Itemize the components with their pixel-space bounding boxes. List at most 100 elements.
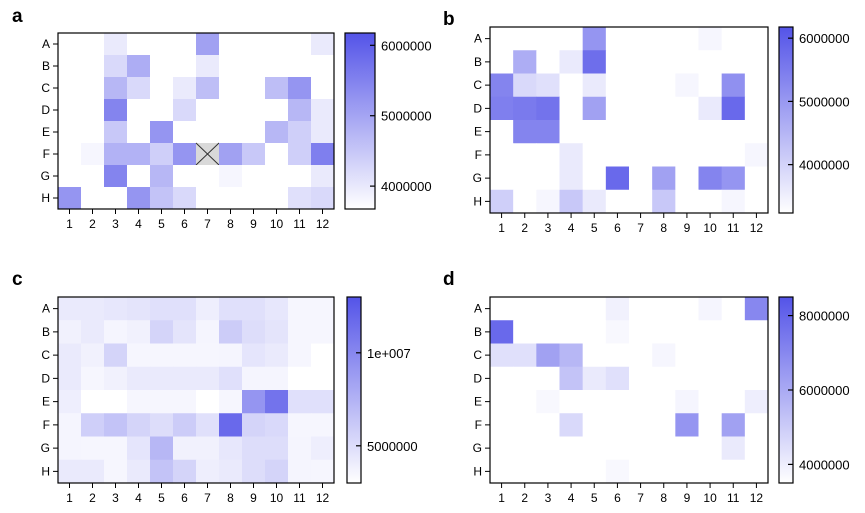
x-tick-label: 12 <box>750 221 764 235</box>
y-tick-label: C <box>473 348 482 362</box>
heatmap-cell <box>173 165 197 188</box>
y-tick-label: F <box>43 147 50 161</box>
heatmap-cell <box>605 320 630 344</box>
x-tick-label: 11 <box>293 217 306 231</box>
heatmap-cell <box>513 390 537 414</box>
x-tick-label: 10 <box>703 491 717 505</box>
heatmap-cell <box>58 165 82 188</box>
heatmap-cell <box>242 390 266 414</box>
heatmap-cell <box>629 366 653 391</box>
missing-cell-cross-line <box>195 142 220 166</box>
heatmap-cell <box>629 320 653 344</box>
heatmap-cell <box>605 297 630 321</box>
y-tick-label: E <box>42 395 50 409</box>
heatmap-cell <box>536 320 560 344</box>
heatmap-cell <box>559 73 584 98</box>
heatmap-cell <box>605 366 630 391</box>
heatmap-cell <box>721 96 746 121</box>
heatmap-cell <box>104 33 128 56</box>
heatmap-cell <box>582 413 607 437</box>
heatmap-cell <box>629 390 653 414</box>
y-tick-label: D <box>473 371 482 385</box>
heatmap-cell <box>744 297 769 321</box>
y-tick-label: D <box>41 103 50 117</box>
heatmap-cell <box>265 436 289 461</box>
heatmap-cell <box>242 366 266 391</box>
heatmap-cell <box>744 343 769 368</box>
heatmap-cell <box>652 413 676 437</box>
heatmap-cell <box>196 55 220 78</box>
x-tick-label: 11 <box>727 491 740 505</box>
heatmap-cell <box>288 55 312 78</box>
heatmap-cell <box>536 436 560 461</box>
heatmap-cell <box>652 459 676 484</box>
x-tick-label: 8 <box>227 491 234 505</box>
heatmap-cell <box>288 297 312 321</box>
panel-letter-c: c <box>12 269 23 290</box>
heatmap-cell <box>219 297 243 321</box>
heatmap-cell <box>127 55 151 78</box>
heatmap-cell <box>173 33 197 56</box>
y-tick-label: A <box>474 302 482 316</box>
x-tick-label: 5 <box>591 491 598 505</box>
heatmap-cell <box>242 320 266 344</box>
heatmap-cell <box>127 343 151 368</box>
panel-letter-d: d <box>443 269 455 290</box>
x-tick-label: 3 <box>112 217 119 231</box>
heatmap-cell <box>582 297 607 321</box>
heatmap-cell <box>536 120 560 144</box>
heatmap-cell <box>242 99 266 122</box>
x-tick-label: 6 <box>181 217 188 231</box>
heatmap-cell <box>513 189 537 214</box>
x-tick-label: 7 <box>204 217 211 231</box>
heatmap-cell <box>629 73 653 98</box>
heatmap-cell <box>605 436 630 461</box>
heatmap-cell <box>559 366 584 391</box>
heatmap-cell <box>173 366 197 391</box>
x-tick-label: 4 <box>568 221 575 235</box>
heatmap-cell <box>288 413 312 437</box>
heatmap-cell <box>513 96 537 121</box>
heatmap-cell <box>150 343 174 368</box>
y-tick-label: E <box>474 395 482 409</box>
heatmap-cell <box>490 96 514 121</box>
heatmap-cell <box>127 413 151 437</box>
heatmap-cell <box>311 121 335 144</box>
heatmap-cell <box>629 297 653 321</box>
heatmap-cell <box>288 99 312 122</box>
x-tick-label: 8 <box>227 217 234 231</box>
heatmap-cell <box>652 143 676 167</box>
heatmap-cell <box>536 73 560 98</box>
x-tick-label: 9 <box>684 491 691 505</box>
heatmap-cell <box>698 27 723 51</box>
heatmap-cell <box>744 120 769 144</box>
y-tick-label: D <box>41 371 50 385</box>
heatmap-cell <box>490 436 514 461</box>
x-tick-label: 1 <box>498 491 505 505</box>
heatmap-cell <box>58 33 82 56</box>
heatmap-cell <box>311 366 335 391</box>
heatmap-cell <box>173 143 197 166</box>
heatmap-cell <box>311 77 335 100</box>
heatmap-cell <box>559 459 584 484</box>
heatmap-cell <box>698 297 723 321</box>
heatmap-cell <box>311 459 335 484</box>
heatmap-cell <box>744 96 769 121</box>
heatmap-cell <box>104 366 128 391</box>
heatmap-cell <box>311 187 335 210</box>
x-tick-label: 7 <box>637 491 644 505</box>
heatmap-cell <box>81 297 105 321</box>
x-tick-label: 9 <box>250 217 257 231</box>
heatmap-cell <box>265 33 289 56</box>
heatmap-cell <box>605 73 630 98</box>
heatmap-cell <box>311 165 335 188</box>
heatmap-cell <box>196 390 220 414</box>
heatmap-cell <box>127 320 151 344</box>
heatmap-cell <box>605 96 630 121</box>
heatmap-cell <box>629 120 653 144</box>
heatmap-cell <box>196 343 220 368</box>
y-tick-label: H <box>473 194 482 208</box>
